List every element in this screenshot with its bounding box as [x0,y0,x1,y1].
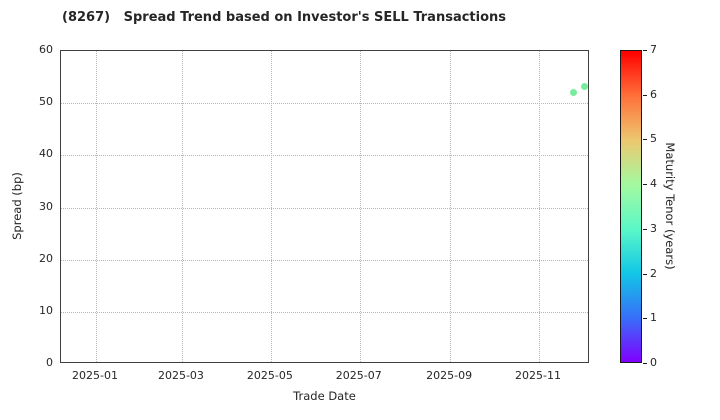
x-tick-label: 2025-11 [515,369,561,382]
colorbar-tick-label: 1 [650,311,657,325]
y-gridline [61,311,588,313]
y-gridline [61,259,588,261]
y-gridline [61,155,588,157]
plot-area [60,50,589,363]
colorbar-tick [643,273,647,275]
x-tick-label: 2025-05 [246,369,293,382]
colorbar-tick-label: 2 [650,266,657,280]
x-gridline [95,51,97,362]
x-tick-label: 2025-01 [71,369,118,382]
colorbar-tick [643,139,647,141]
x-gridline [450,51,452,362]
colorbar-tick [643,363,647,364]
colorbar-label: Maturity Tenor (years) [663,142,677,270]
x-tick-label: 2025-03 [157,369,204,382]
chart-title: (8267) Spread Trend based on Investor's … [62,10,507,25]
data-point [580,82,588,90]
x-tick-label: 2025-09 [426,369,473,382]
colorbar-tick-label: 6 [650,87,657,101]
colorbar-tick-label: 7 [650,43,657,56]
colorbar-tick-label: 0 [650,356,657,369]
colorbar-tick-label: 3 [650,221,657,235]
colorbar [620,50,642,363]
colorbar-tick [643,94,647,96]
y-tick-label: 50 [39,95,53,109]
colorbar-tick-label: 5 [650,132,657,146]
y-gridline [61,103,588,105]
y-tick-label: 60 [39,43,53,56]
x-gridline [359,51,361,362]
x-tick-label: 2025-07 [335,369,382,382]
y-tick-label: 30 [39,199,53,213]
x-gridline [181,51,183,362]
x-gridline [538,51,540,362]
x-axis-label: Trade Date [293,389,356,403]
y-tick-label: 10 [39,303,53,317]
colorbar-tick [643,318,647,320]
y-tick-label: 40 [39,147,53,161]
colorbar-tick [643,50,647,51]
x-gridline [270,51,272,362]
y-tick-label: 0 [46,356,53,369]
y-tick-label: 20 [39,251,53,265]
colorbar-tick [643,184,647,186]
colorbar-tick-label: 4 [650,177,657,191]
y-gridline [61,207,588,209]
colorbar-tick [643,228,647,230]
data-point [570,89,578,97]
